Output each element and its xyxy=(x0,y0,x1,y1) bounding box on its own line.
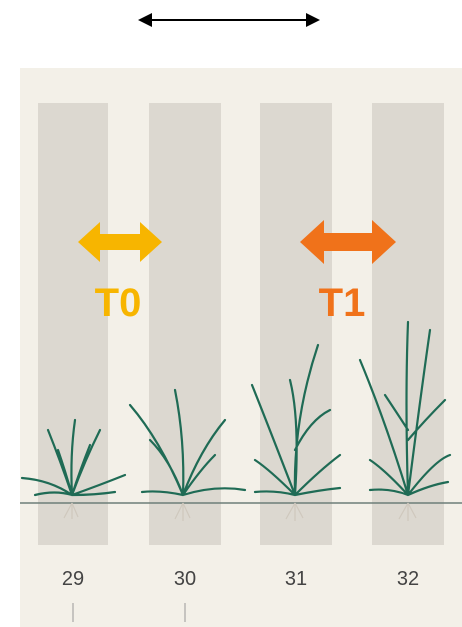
t0-label: T0 xyxy=(95,281,142,325)
stage-label: 31 xyxy=(285,568,307,590)
top-arrow xyxy=(138,13,320,27)
growth-stage-diagram: T0 T1 29 30 31 32 xyxy=(0,0,462,627)
t1-label: T1 xyxy=(319,281,366,325)
stage-label: 30 xyxy=(174,568,196,590)
stage-label: 29 xyxy=(62,568,84,590)
stage-label: 32 xyxy=(397,568,419,590)
